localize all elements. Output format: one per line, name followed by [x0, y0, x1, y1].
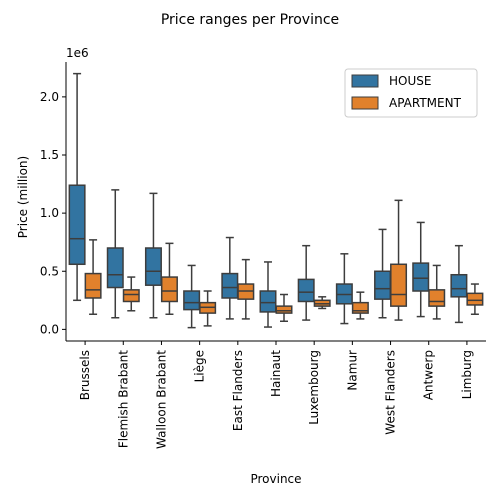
box-house: [374, 228, 392, 319]
box-apartment: [199, 290, 217, 327]
box-house: [183, 264, 201, 329]
x-tick-label: Liège: [193, 350, 207, 382]
box-house: [412, 221, 430, 318]
box-house: [297, 244, 315, 321]
x-tick-label: Antwerp: [422, 350, 436, 400]
legend: HOUSE APARTMENT: [344, 68, 478, 118]
x-tick-label: Flemish Brabant: [116, 350, 130, 448]
box-body: [160, 276, 178, 303]
box-body: [84, 272, 102, 299]
y-axis: 0.0 0.5 1.0 1.5 2.0: [40, 62, 67, 341]
y-offset-label: 1e6: [66, 46, 89, 60]
y-axis-label: Price (million): [16, 156, 30, 238]
box-apartment: [466, 283, 484, 316]
x-tick-label: Hainaut: [269, 350, 283, 397]
box-apartment: [428, 264, 446, 320]
box-body: [374, 270, 392, 300]
box-body: [450, 273, 468, 298]
box-body: [106, 247, 124, 289]
box-house: [68, 72, 86, 302]
x-axis-label: Province: [250, 472, 301, 486]
x-tick-label: Namur: [345, 350, 359, 391]
box-house: [450, 244, 468, 324]
x-axis: Brussels Flemish Brabant Walloon Brabant Li…: [66, 340, 486, 449]
box-house: [259, 261, 277, 328]
chart-title: Price ranges per Province: [161, 12, 339, 28]
box-apartment: [237, 258, 255, 320]
box-apartment: [122, 276, 140, 312]
box-body: [351, 301, 369, 314]
y-tick-label: 0.0: [40, 322, 59, 336]
box-house: [144, 192, 162, 319]
x-tick-label: West Flanders: [384, 350, 398, 435]
y-tick-label: 1.0: [40, 206, 59, 220]
legend-label-house: HOUSE: [389, 74, 431, 88]
box-body: [122, 289, 140, 303]
box-apartment: [390, 199, 408, 321]
legend-swatch-apartment: [351, 96, 379, 110]
box-body: [68, 184, 86, 266]
box-body: [144, 247, 162, 286]
legend-label-apartment: APARTMENT: [389, 96, 462, 110]
box-body: [221, 272, 239, 299]
box-apartment: [160, 242, 178, 316]
box-house: [221, 236, 239, 320]
plot-area: [68, 72, 484, 329]
box-body: [275, 305, 293, 314]
box-body: [183, 290, 201, 311]
box-apartment: [275, 293, 293, 322]
box-house: [335, 253, 353, 325]
x-tick-label: Walloon Brabant: [154, 350, 168, 449]
box-body: [390, 263, 408, 307]
box-body: [466, 292, 484, 306]
box-body: [297, 278, 315, 303]
legend-swatch-house: [351, 74, 379, 88]
box-body: [412, 262, 430, 292]
x-tick-label: Limburg: [460, 350, 474, 399]
x-tick-label: Brussels: [78, 350, 92, 400]
box-house: [106, 189, 124, 319]
y-tick-label: 2.0: [40, 90, 59, 104]
box-body: [428, 289, 446, 307]
box-apartment: [313, 296, 331, 310]
x-tick-label: Luxembourg: [307, 350, 321, 425]
box-apartment: [351, 291, 369, 320]
box-apartment: [84, 239, 102, 316]
y-tick-label: 0.5: [40, 264, 59, 278]
y-tick-label: 1.5: [40, 148, 59, 162]
box-body: [259, 290, 277, 313]
x-tick-label: East Flanders: [231, 350, 245, 431]
